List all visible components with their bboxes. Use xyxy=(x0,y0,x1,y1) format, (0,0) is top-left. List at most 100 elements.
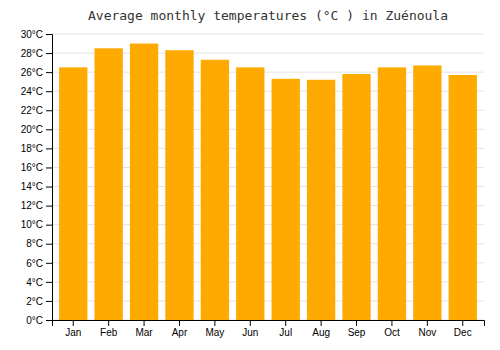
bar xyxy=(165,50,193,320)
x-tick-mark xyxy=(462,320,463,326)
y-tick-mark xyxy=(46,301,52,302)
x-tick-mark xyxy=(144,320,145,326)
y-tick-label: 2°C xyxy=(26,296,43,307)
bar xyxy=(307,80,335,320)
x-tick-mark xyxy=(214,320,215,326)
y-tick-mark xyxy=(46,225,52,226)
y-tick-mark xyxy=(46,167,52,168)
y-tick-label: 6°C xyxy=(26,258,43,269)
bar xyxy=(236,67,264,320)
y-tick: 8°C xyxy=(26,238,52,249)
x-tick-label: Jun xyxy=(242,327,258,338)
y-axis-line xyxy=(46,35,53,321)
y-tick-mark xyxy=(46,320,52,321)
x-tick: Apr xyxy=(172,320,188,338)
x-tick-mark xyxy=(391,320,392,326)
y-tick: 20°C xyxy=(21,124,52,135)
y-tick-label: 24°C xyxy=(21,86,43,97)
x-tick: Jun xyxy=(242,320,258,338)
grid-line xyxy=(52,34,484,35)
y-tick-label: 18°C xyxy=(21,143,43,154)
y-tick: 12°C xyxy=(21,200,52,211)
bar xyxy=(130,44,158,320)
y-tick-label: 8°C xyxy=(26,238,43,249)
x-tick-label: Nov xyxy=(418,327,436,338)
y-tick-mark xyxy=(46,53,52,54)
bars xyxy=(59,44,477,320)
y-tick-mark xyxy=(46,34,52,35)
x-tick: Oct xyxy=(384,320,400,338)
x-tick-label: Aug xyxy=(312,327,330,338)
y-tick: 26°C xyxy=(21,67,52,78)
y-tick: 14°C xyxy=(21,181,52,192)
bar xyxy=(59,67,87,320)
plot: 0°C 2°C 4°C 6°C 8°C 10°C 12°C 14°C 16°C 18°C 20°C 2… xyxy=(21,29,485,338)
y-tick-label: 20°C xyxy=(21,124,43,135)
x-axis: Jan Feb Mar Apr May Jun Jul Aug Sep Oct Nov Dec xyxy=(53,320,485,338)
x-axis-line xyxy=(53,321,485,327)
y-tick: 16°C xyxy=(21,162,52,173)
x-tick: Dec xyxy=(454,320,472,338)
y-tick-label: 12°C xyxy=(21,200,43,211)
x-tick: Aug xyxy=(312,320,330,338)
x-tick-mark xyxy=(108,320,109,326)
x-tick: Mar xyxy=(135,320,153,338)
bar xyxy=(201,60,229,320)
y-tick-mark xyxy=(46,148,52,149)
y-tick-label: 16°C xyxy=(21,162,43,173)
y-tick-label: 4°C xyxy=(26,277,43,288)
y-tick: 0°C xyxy=(26,315,52,326)
x-tick-label: Dec xyxy=(454,327,472,338)
y-tick: 2°C xyxy=(26,296,52,307)
x-tick-label: Apr xyxy=(172,327,188,338)
y-tick: 30°C xyxy=(21,29,52,40)
bar xyxy=(342,74,370,320)
y-tick-label: 22°C xyxy=(21,105,43,116)
x-tick: Sep xyxy=(348,320,366,338)
y-tick-label: 28°C xyxy=(21,48,43,59)
y-axis: 0°C 2°C 4°C 6°C 8°C 10°C 12°C 14°C 16°C 18°C 20°C 2… xyxy=(21,29,53,326)
bar xyxy=(449,75,477,320)
x-tick-label: Sep xyxy=(348,327,366,338)
x-tick-mark xyxy=(427,320,428,326)
y-tick-mark xyxy=(46,129,52,130)
bar xyxy=(94,48,122,320)
grid xyxy=(52,34,484,320)
x-tick: May xyxy=(205,320,224,338)
y-tick-mark xyxy=(46,110,52,111)
x-tick-label: Mar xyxy=(135,327,153,338)
y-tick-label: 14°C xyxy=(21,181,43,192)
y-tick-mark xyxy=(46,244,52,245)
y-tick: 22°C xyxy=(21,105,52,116)
x-tick-label: May xyxy=(205,327,224,338)
x-tick: Feb xyxy=(100,320,118,338)
y-tick: 10°C xyxy=(21,219,52,230)
x-tick-mark xyxy=(179,320,180,326)
x-tick-mark xyxy=(285,320,286,326)
y-tick-mark xyxy=(46,72,52,73)
y-tick: 6°C xyxy=(26,258,52,269)
x-tick-mark xyxy=(73,320,74,326)
x-tick: Jul xyxy=(279,320,292,338)
y-tick: 28°C xyxy=(21,48,52,59)
y-tick-mark xyxy=(46,91,52,92)
y-tick: 18°C xyxy=(21,143,52,154)
y-tick-mark xyxy=(46,187,52,188)
y-tick-mark xyxy=(46,282,52,283)
x-tick-label: Feb xyxy=(100,327,118,338)
y-tick-label: 10°C xyxy=(21,219,43,230)
x-tick-label: Jul xyxy=(279,327,292,338)
y-tick-label: 0°C xyxy=(26,315,43,326)
y-tick: 24°C xyxy=(21,86,52,97)
x-tick: Jan xyxy=(65,320,81,338)
x-tick-mark xyxy=(250,320,251,326)
bar xyxy=(413,65,441,320)
y-tick-label: 30°C xyxy=(21,29,43,40)
x-tick-mark xyxy=(356,320,357,326)
y-tick: 4°C xyxy=(26,277,52,288)
x-tick-label: Oct xyxy=(384,327,400,338)
bar xyxy=(378,67,406,320)
chart: 0°C 2°C 4°C 6°C 8°C 10°C 12°C 14°C 16°C 18°C 20°C 2… xyxy=(0,0,500,350)
title: Average monthly temperatures (°C ) in Zu… xyxy=(88,8,448,23)
y-tick-mark xyxy=(46,263,52,264)
